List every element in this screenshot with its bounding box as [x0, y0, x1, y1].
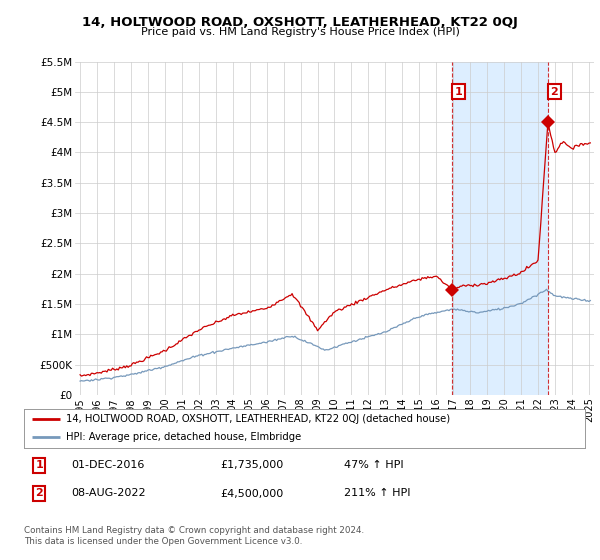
- Text: £4,500,000: £4,500,000: [220, 488, 284, 498]
- Text: Contains HM Land Registry data © Crown copyright and database right 2024.
This d: Contains HM Land Registry data © Crown c…: [24, 526, 364, 546]
- Text: 14, HOLTWOOD ROAD, OXSHOTT, LEATHERHEAD, KT22 0QJ (detached house): 14, HOLTWOOD ROAD, OXSHOTT, LEATHERHEAD,…: [66, 414, 450, 424]
- Text: HPI: Average price, detached house, Elmbridge: HPI: Average price, detached house, Elmb…: [66, 432, 301, 442]
- Text: £1,735,000: £1,735,000: [220, 460, 284, 470]
- Text: 211% ↑ HPI: 211% ↑ HPI: [344, 488, 410, 498]
- Text: 1: 1: [35, 460, 43, 470]
- Text: Price paid vs. HM Land Registry's House Price Index (HPI): Price paid vs. HM Land Registry's House …: [140, 27, 460, 37]
- Text: 08-AUG-2022: 08-AUG-2022: [71, 488, 146, 498]
- Text: 2: 2: [550, 87, 558, 96]
- Bar: [452, 62, 548, 395]
- Text: 2: 2: [35, 488, 43, 498]
- Text: 01-DEC-2016: 01-DEC-2016: [71, 460, 145, 470]
- Text: 14, HOLTWOOD ROAD, OXSHOTT, LEATHERHEAD, KT22 0QJ: 14, HOLTWOOD ROAD, OXSHOTT, LEATHERHEAD,…: [82, 16, 518, 29]
- Text: 1: 1: [454, 87, 462, 96]
- Text: 47% ↑ HPI: 47% ↑ HPI: [344, 460, 403, 470]
